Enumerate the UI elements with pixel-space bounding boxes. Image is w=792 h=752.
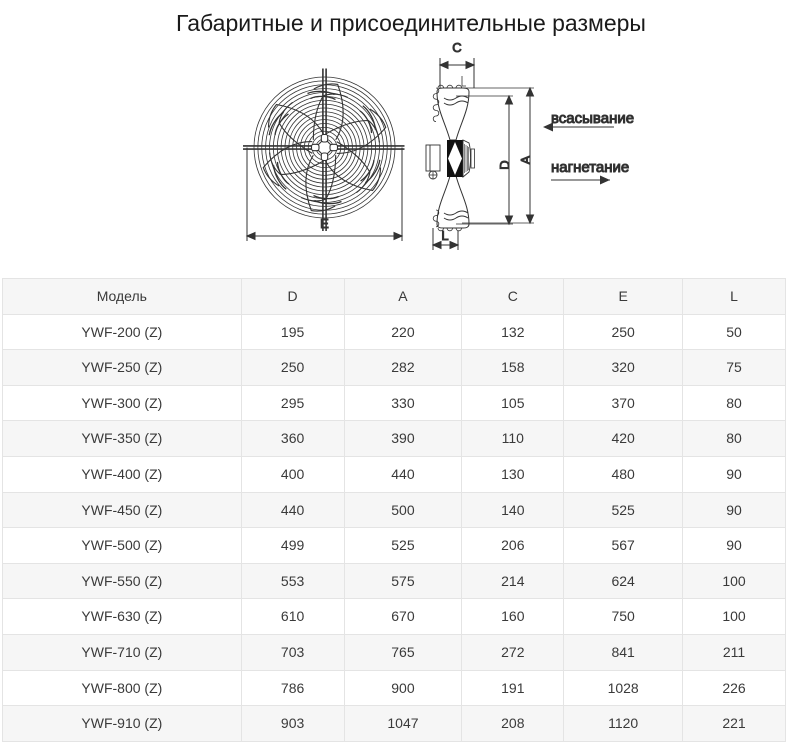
svg-text:A: A xyxy=(518,155,533,164)
svg-text:E: E xyxy=(320,216,329,231)
svg-text:C: C xyxy=(452,40,461,55)
svg-text:L: L xyxy=(441,228,448,243)
svg-text:D: D xyxy=(497,160,512,169)
svg-text:всасывание: всасывание xyxy=(551,110,634,127)
svg-text:нагнетание: нагнетание xyxy=(551,159,629,176)
